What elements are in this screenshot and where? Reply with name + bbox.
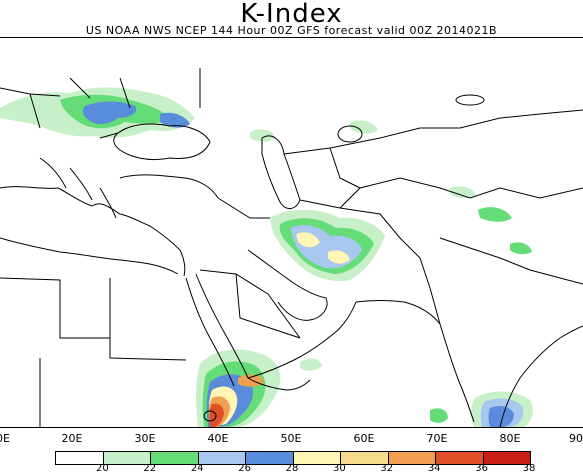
map-title: K-Index bbox=[240, 0, 343, 29]
shade-region-himalaya bbox=[478, 207, 512, 222]
somalia-coast bbox=[247, 377, 311, 391]
shade-region-yemen bbox=[238, 374, 264, 387]
colorbar-swatch bbox=[246, 452, 294, 464]
balkans-coast bbox=[39, 157, 117, 219]
black-sea-coast bbox=[113, 123, 211, 161]
lon-label: 30E bbox=[134, 432, 156, 445]
aral-sea bbox=[337, 125, 363, 143]
colorbar-label: 36 bbox=[475, 463, 488, 474]
colorbar-swatch bbox=[56, 452, 104, 464]
red-sea-east bbox=[195, 273, 249, 379]
red-sea-west bbox=[185, 277, 235, 387]
longitude-axis: 0E 20E 30E 40E 50E 60E 70E 80E 90 bbox=[0, 428, 583, 448]
persian-gulf bbox=[247, 249, 328, 321]
lon-label: 20E bbox=[61, 432, 83, 445]
shade-region-ethiopia-red bbox=[209, 403, 224, 427]
colorbar-swatch bbox=[151, 452, 199, 464]
colorbar-swatch bbox=[198, 452, 246, 464]
colorbar-label: 20 bbox=[96, 463, 109, 474]
africa-borders bbox=[0, 277, 187, 427]
colorbar-label: 24 bbox=[190, 463, 204, 474]
iran-borders bbox=[217, 177, 583, 325]
colorbar-swatch bbox=[103, 452, 151, 464]
lon-label: 40E bbox=[207, 432, 229, 445]
arabia-south bbox=[247, 301, 357, 379]
balkhash-lake bbox=[455, 94, 485, 106]
lon-label: 0E bbox=[0, 432, 10, 445]
india-west-coast bbox=[439, 323, 475, 423]
central-asia-borders bbox=[283, 109, 583, 189]
colorbar-label: 34 bbox=[427, 463, 441, 474]
map-canvas bbox=[0, 68, 583, 427]
shade-region-somalia bbox=[300, 358, 322, 371]
shade-region-europe-blue2 bbox=[160, 112, 190, 128]
india-east-coast bbox=[499, 325, 583, 427]
lon-label: 70E bbox=[426, 432, 448, 445]
k-index-colorbar bbox=[55, 451, 531, 465]
shade-region-srilanka-core bbox=[488, 406, 514, 427]
shade-region-iran-yellow2 bbox=[328, 250, 350, 264]
himalaya-border bbox=[439, 237, 583, 285]
levant-coast bbox=[179, 249, 186, 277]
colorbar-label: 28 bbox=[285, 463, 299, 474]
colorbar-swatch bbox=[341, 452, 389, 464]
turkey-coast bbox=[119, 174, 219, 199]
colorbar-label: 30 bbox=[333, 463, 346, 474]
colorbar-label: 22 bbox=[143, 463, 157, 474]
colorbar-label: 32 bbox=[380, 463, 394, 474]
shade-region-pamir bbox=[450, 186, 476, 199]
lon-label: 50E bbox=[280, 432, 302, 445]
caspian-coast bbox=[261, 135, 301, 209]
shade-region-laccadive bbox=[430, 408, 448, 423]
shade-region-himalaya-e bbox=[510, 242, 532, 255]
map-subtitle: US NOAA NWS NCEP 144 Hour 00Z GFS foreca… bbox=[85, 24, 498, 37]
colorbar-labels: 20 22 24 26 28 30 32 34 36 38 bbox=[55, 463, 535, 476]
pakistan-coast bbox=[355, 300, 441, 325]
lon-label: 80E bbox=[499, 432, 521, 445]
shade-region-caspian-east bbox=[350, 120, 378, 134]
k-index-map bbox=[0, 37, 583, 428]
colorbar-swatch bbox=[388, 452, 436, 464]
lon-label: 90 bbox=[569, 432, 583, 445]
lon-label: 60E bbox=[353, 432, 375, 445]
colorbar-swatch bbox=[293, 452, 341, 464]
colorbar-swatch bbox=[483, 452, 530, 464]
shade-region-europe-blue bbox=[82, 101, 137, 125]
colorbar-label: 38 bbox=[522, 463, 536, 474]
colorbar-label: 26 bbox=[238, 463, 251, 474]
shade-region-caucasus bbox=[250, 129, 276, 142]
lake-victoria bbox=[203, 410, 217, 422]
med-north-coast bbox=[0, 186, 181, 251]
shade-region-iran-yellow bbox=[296, 232, 320, 248]
arabia-borders bbox=[199, 269, 301, 339]
n-africa-coast bbox=[0, 237, 179, 275]
coastlines bbox=[0, 68, 583, 427]
europe-borders bbox=[0, 68, 201, 139]
colorbar-swatch bbox=[436, 452, 484, 464]
k-index-shading bbox=[0, 87, 533, 427]
